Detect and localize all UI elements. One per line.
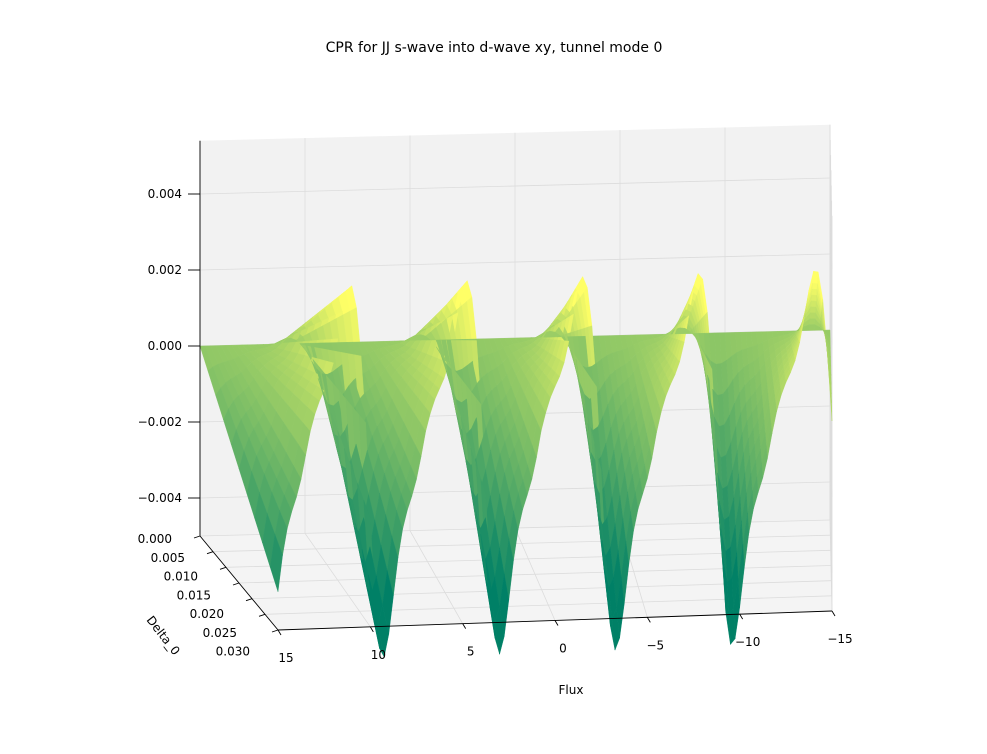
surface-patch — [811, 294, 817, 302]
x-tick-label: 10 — [371, 648, 386, 662]
y-tick — [219, 566, 227, 570]
surface-patch — [810, 306, 817, 314]
y-tick-label: 0.020 — [190, 607, 224, 621]
x-tick-label: 5 — [467, 645, 475, 659]
z-tick-label: 0.000 — [148, 339, 182, 353]
y-tick — [193, 535, 201, 539]
y-axis-label: Delta_0 — [144, 613, 183, 658]
z-tick-label: −0.004 — [138, 491, 182, 505]
grid-line-z-side — [829, 405, 833, 498]
y-tick-label: 0.005 — [151, 551, 185, 565]
grid-line-z-side — [829, 481, 833, 574]
y-tick-label: 0.025 — [203, 626, 237, 640]
surface-patch — [808, 324, 815, 331]
surface-patch — [728, 607, 736, 646]
chart-title: CPR for JJ s-wave into d-wave xy, tunnel… — [326, 40, 663, 56]
y-tick-label: 0.000 — [138, 532, 172, 546]
surface-patch — [811, 288, 818, 296]
y-tick-label: 0.030 — [216, 645, 250, 659]
y-tick — [245, 598, 253, 602]
z-tick-label: −0.002 — [138, 415, 182, 429]
x-tick — [739, 613, 744, 620]
surface-patch — [269, 534, 283, 592]
surface-patch — [809, 312, 816, 319]
x-tick-label: −10 — [735, 635, 760, 649]
y-tick — [258, 613, 266, 617]
axes: 15 10 5 0 −5 −10 −15 0.000 0.005 0.010 0.015 0.020 0… — [138, 140, 853, 665]
x-axis-label: Flux — [559, 683, 584, 697]
x-tick — [277, 629, 282, 636]
x-tick — [831, 610, 836, 617]
x-tick-label: 15 — [278, 651, 293, 665]
surface — [199, 270, 833, 658]
x-tick-label: −5 — [646, 638, 664, 652]
surface-patch — [489, 608, 500, 655]
x-tick — [462, 623, 467, 629]
x-tick — [369, 626, 374, 633]
grid-line-z-side — [829, 177, 833, 270]
surface-patch — [810, 300, 817, 308]
y-tick — [232, 582, 240, 586]
surface-patch — [811, 282, 818, 290]
y-tick — [271, 629, 279, 633]
x-tick-label: −15 — [827, 632, 852, 646]
surface-patch — [372, 617, 385, 658]
x-tick — [554, 620, 559, 626]
surface-patch — [812, 270, 819, 278]
x-tick — [646, 617, 651, 623]
z-tick-label: 0.002 — [148, 263, 182, 277]
surface-patch — [812, 276, 818, 284]
surface-patch — [809, 318, 816, 325]
z-tick-label: 0.004 — [148, 187, 182, 201]
grid-line-z-side — [829, 253, 833, 346]
grid-line-z-back — [199, 253, 831, 271]
grid-line-z-back — [199, 177, 831, 195]
y-tick-label: 0.010 — [164, 570, 198, 584]
x-tick-label: 0 — [559, 642, 567, 656]
y-tick-label: 0.015 — [177, 588, 211, 602]
surface-patch — [826, 350, 833, 422]
y-tick — [206, 551, 214, 555]
